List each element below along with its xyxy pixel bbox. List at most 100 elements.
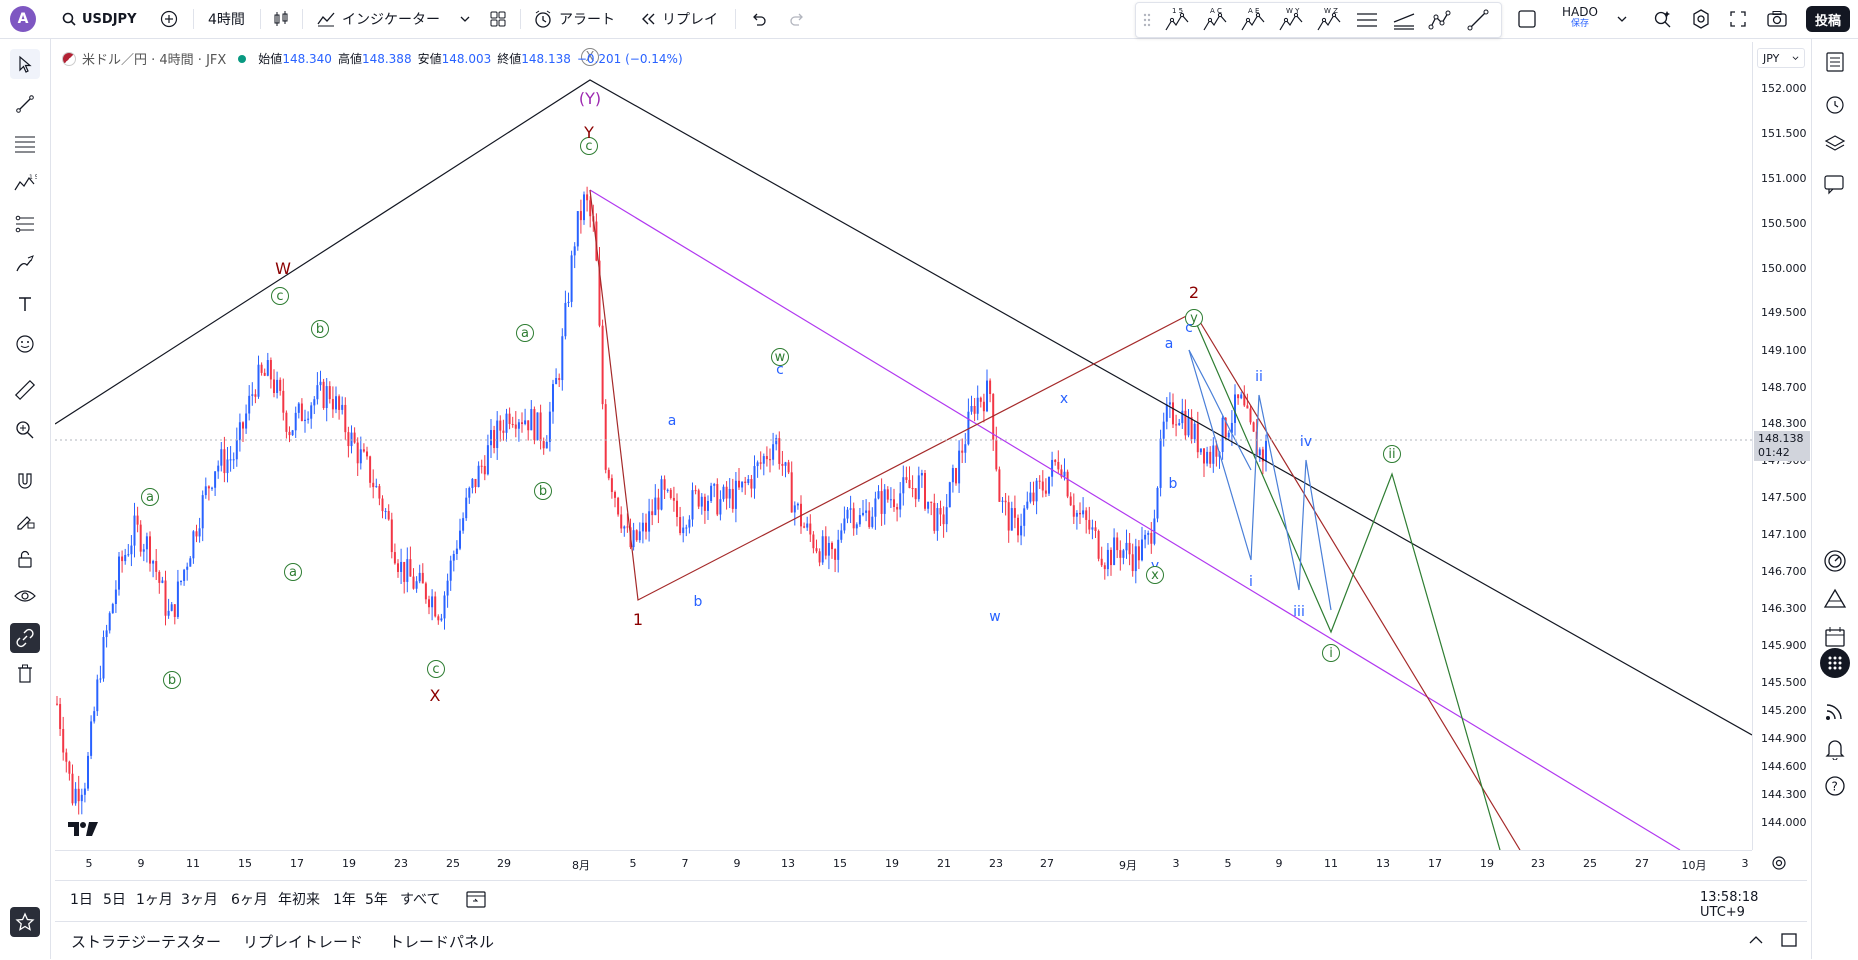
fullscreen-button[interactable] bbox=[1729, 0, 1747, 38]
chats-button[interactable] bbox=[1820, 169, 1850, 199]
pattern-tool[interactable]: 1 5 bbox=[10, 169, 40, 199]
brush-tool[interactable] bbox=[10, 249, 40, 279]
candle-body bbox=[623, 526, 626, 529]
data-window-button[interactable] bbox=[1820, 129, 1850, 159]
settings-button[interactable] bbox=[1691, 0, 1711, 38]
watchlist-button[interactable] bbox=[1820, 47, 1850, 77]
apps-button[interactable] bbox=[1820, 648, 1850, 678]
bottom-tab[interactable]: トレードパネル bbox=[389, 933, 495, 951]
trendline-tool-icon[interactable] bbox=[1466, 9, 1490, 31]
hide-drawings-tool[interactable] bbox=[10, 581, 40, 611]
compare-button[interactable] bbox=[160, 0, 178, 38]
currency-select[interactable]: JPY bbox=[1757, 48, 1805, 68]
redo-button[interactable] bbox=[789, 0, 805, 38]
screener-button[interactable] bbox=[1820, 546, 1850, 576]
replay-button[interactable]: リプレイ bbox=[640, 0, 718, 38]
fib-channel-icon[interactable] bbox=[1392, 10, 1416, 30]
search-sparkle-icon bbox=[1654, 11, 1671, 28]
sync-drawings-tool[interactable] bbox=[10, 623, 40, 653]
alerts-button[interactable] bbox=[1820, 89, 1850, 119]
fullscreen-toggle[interactable] bbox=[1517, 0, 1537, 38]
candle-body bbox=[601, 325, 604, 405]
streams-button[interactable] bbox=[1820, 696, 1850, 726]
candle-body bbox=[1187, 417, 1190, 436]
user-avatar[interactable]: A bbox=[10, 6, 36, 32]
range-button[interactable]: すべて bbox=[400, 892, 441, 908]
range-button[interactable]: 1日 bbox=[70, 892, 93, 908]
wave-abcde-tool[interactable]: A E bbox=[1239, 6, 1267, 34]
help-button[interactable]: ? bbox=[1820, 771, 1850, 801]
ideas-button[interactable] bbox=[1820, 584, 1850, 614]
drag-handle-icon[interactable] bbox=[1142, 12, 1152, 28]
goto-date-icon[interactable] bbox=[465, 889, 487, 909]
price-label: 149.100 bbox=[1761, 344, 1807, 357]
candle-body bbox=[468, 487, 471, 498]
forecast-tool[interactable] bbox=[10, 209, 40, 239]
candle-body bbox=[663, 479, 666, 490]
chevron-up-icon[interactable] bbox=[1748, 934, 1764, 946]
bottom-tab[interactable]: リプレイトレード bbox=[243, 933, 364, 951]
candle-body bbox=[989, 380, 992, 394]
calendar-button[interactable] bbox=[1820, 622, 1850, 652]
wave-label-iv: iv bbox=[1299, 434, 1313, 450]
candle-body bbox=[279, 379, 282, 391]
bottom-tab[interactable]: ストラテジーテスター bbox=[71, 933, 222, 951]
favorites-button[interactable] bbox=[10, 907, 40, 937]
range-button[interactable]: 1年 bbox=[333, 892, 356, 908]
measure-tool[interactable] bbox=[10, 375, 40, 405]
undo-button[interactable] bbox=[751, 0, 767, 38]
candle-body bbox=[765, 456, 768, 460]
lock-drawings-tool[interactable] bbox=[10, 544, 40, 574]
emoji-tool[interactable] bbox=[10, 329, 40, 359]
range-button[interactable]: 年初来 bbox=[278, 892, 320, 908]
stay-drawing-tool[interactable] bbox=[10, 506, 40, 536]
axis-settings-button[interactable] bbox=[1771, 855, 1787, 875]
layout-menu-button[interactable] bbox=[1617, 0, 1627, 38]
candle-body bbox=[589, 200, 592, 217]
maximize-icon[interactable] bbox=[1781, 933, 1797, 947]
lines-tool-icon[interactable] bbox=[1355, 10, 1379, 30]
wave-wxy-tool[interactable]: W Y bbox=[1277, 6, 1305, 34]
path-tool-icon[interactable] bbox=[1428, 9, 1452, 31]
quick-search-button[interactable] bbox=[1653, 0, 1673, 38]
interval-button[interactable]: 4時間 bbox=[208, 0, 245, 38]
zoom-tool[interactable] bbox=[10, 415, 40, 445]
notifications-button[interactable] bbox=[1820, 734, 1850, 764]
templates-button[interactable] bbox=[489, 0, 507, 38]
range-button[interactable]: 1ヶ月 bbox=[136, 892, 173, 908]
post-button[interactable]: 投稿 bbox=[1806, 6, 1850, 32]
candle-body bbox=[1237, 394, 1240, 399]
time-axis[interactable]: 5 9 11 15 17 19 23 25 29 8月 5 7 9 13 15 19 21 23 27 9月 3 5 9 11… bbox=[55, 850, 1752, 877]
price-axis[interactable]: JPY 152.000 151.500 151.000 150.500 150.000 1… bbox=[1752, 42, 1812, 850]
trendline-tool[interactable] bbox=[10, 89, 40, 119]
candle-body bbox=[1069, 496, 1072, 506]
range-button[interactable]: 3ヶ月 bbox=[181, 892, 218, 908]
candle-body bbox=[855, 524, 858, 529]
range-button[interactable]: 5年 bbox=[365, 892, 388, 908]
price-chart[interactable] bbox=[55, 42, 1752, 850]
snapshot-button[interactable] bbox=[1766, 0, 1788, 38]
range-button[interactable]: 5日 bbox=[103, 892, 126, 908]
wave-abc-tool[interactable]: A C bbox=[1201, 6, 1229, 34]
wave-12345-tool[interactable]: 1 5 bbox=[1163, 6, 1191, 34]
range-button[interactable]: 6ヶ月 bbox=[231, 892, 268, 908]
candle-body bbox=[139, 524, 142, 552]
high-label: 高値 bbox=[337, 52, 362, 66]
indicators-button[interactable]: インジケーター bbox=[316, 0, 470, 38]
fib-tool[interactable] bbox=[10, 129, 40, 159]
candle-body bbox=[1184, 410, 1187, 436]
candle-body bbox=[536, 412, 539, 441]
wave-wxyxz-tool[interactable]: W Z bbox=[1315, 6, 1343, 34]
time-label: 21 bbox=[937, 857, 951, 870]
alert-button[interactable]: アラート bbox=[533, 0, 615, 38]
series-title[interactable]: 米ドル／円 · 4時間 · JFX bbox=[82, 53, 227, 68]
candle-body bbox=[846, 509, 849, 519]
magnet-tool[interactable] bbox=[10, 466, 40, 496]
clock-label[interactable]: 13:58:18 UTC+9 bbox=[1700, 890, 1759, 920]
chart-type-button[interactable] bbox=[272, 0, 290, 38]
symbol-search[interactable]: USDJPY bbox=[62, 0, 137, 38]
cursor-tool[interactable] bbox=[10, 49, 40, 79]
text-tool[interactable] bbox=[10, 289, 40, 319]
remove-drawings-tool[interactable] bbox=[10, 659, 40, 689]
layout-save-button[interactable]: HADO 保存 bbox=[1560, 6, 1600, 30]
